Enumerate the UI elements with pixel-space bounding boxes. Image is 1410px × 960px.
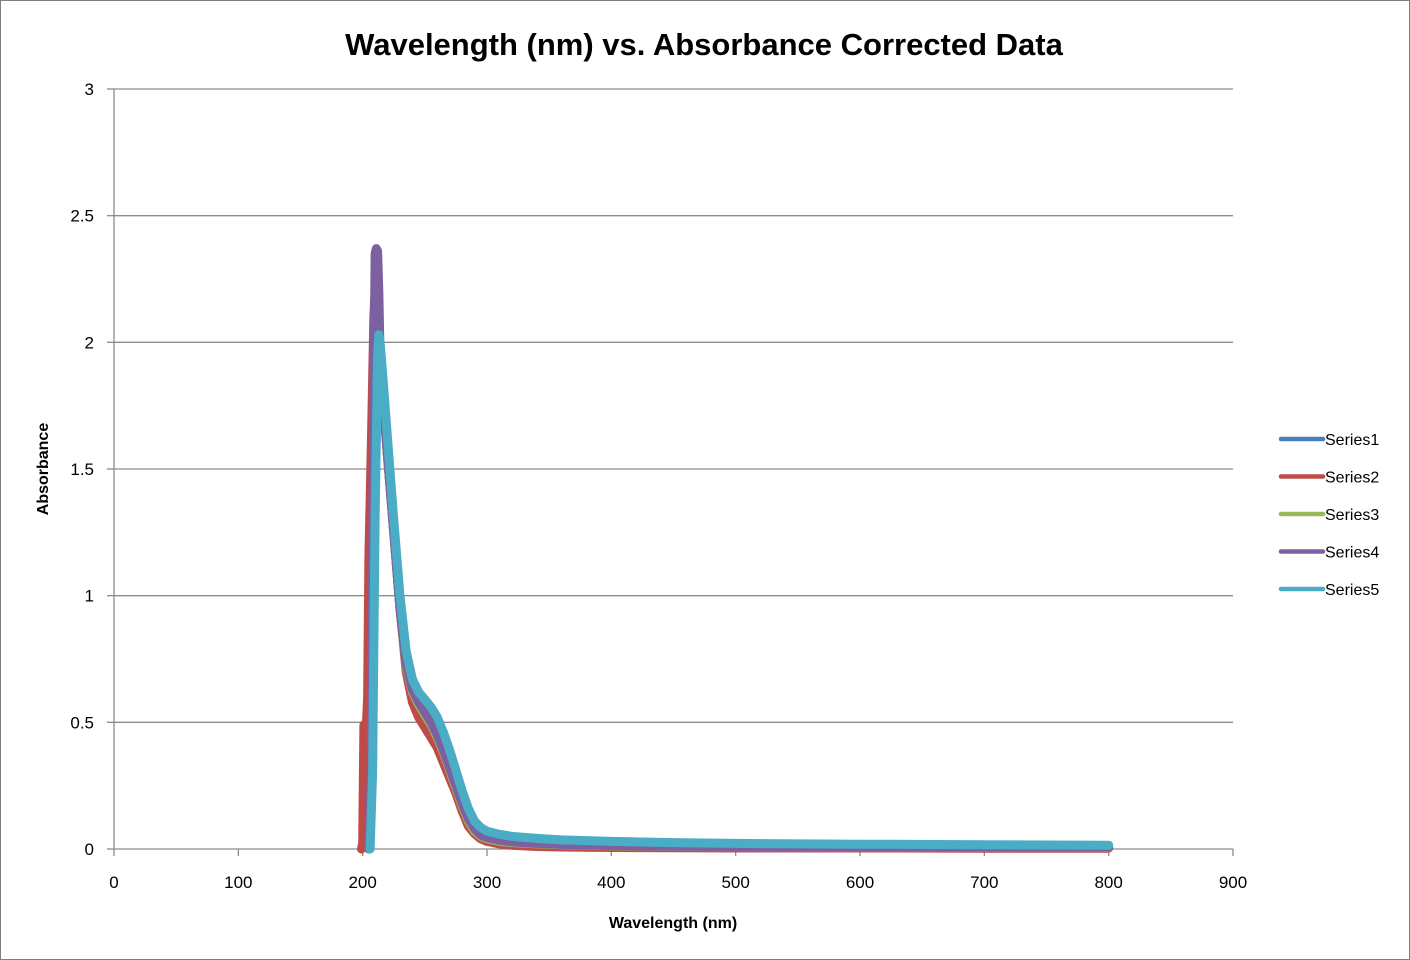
x-tick-label: 300 — [473, 873, 501, 892]
y-tick-label: 2 — [85, 333, 94, 352]
x-tick-labels: 0 100 200 300 400 500 600 700 800 900 — [109, 873, 1247, 892]
series-line-series4 — [364, 244, 1114, 854]
legend-label: Series2 — [1325, 470, 1379, 487]
y-tick-label: 0.5 — [70, 713, 94, 732]
x-tick-label: 600 — [846, 873, 874, 892]
y-axis-title: Absorbance — [35, 423, 52, 516]
x-tick-label: 200 — [348, 873, 376, 892]
legend-item-series3: Series3 — [1278, 507, 1379, 524]
x-tick-label: 500 — [721, 873, 749, 892]
legend-label: Series4 — [1325, 545, 1379, 562]
series-line-series5 — [365, 330, 1114, 854]
y-tick-label: 3 — [85, 80, 94, 99]
y-tick-label: 1.5 — [70, 460, 94, 479]
legend-label: Series3 — [1325, 507, 1379, 524]
legend-label: Series1 — [1325, 432, 1379, 449]
legend-item-series2: Series2 — [1278, 470, 1379, 487]
x-tick-label: 400 — [597, 873, 625, 892]
legend: Series1 Series2 Series3 Series4 Series5 — [1278, 432, 1379, 599]
chart-title: Wavelength (nm) vs. Absorbance Corrected… — [345, 27, 1064, 62]
x-axis-title: Wavelength (nm) — [609, 915, 737, 932]
axes — [107, 88, 1234, 856]
y-tick-label: 0 — [85, 840, 94, 859]
series-line-series1 — [364, 261, 1114, 854]
gridlines — [114, 88, 1233, 723]
x-tick-label: 100 — [224, 873, 252, 892]
x-tick-label: 700 — [970, 873, 998, 892]
series-lines — [356, 244, 1114, 854]
x-tick-label: 800 — [1094, 873, 1122, 892]
series-line-series2 — [356, 261, 1114, 854]
y-tick-label: 1 — [85, 587, 94, 606]
legend-item-series1: Series1 — [1278, 432, 1379, 449]
y-tick-label: 2.5 — [70, 207, 94, 226]
legend-label: Series5 — [1325, 582, 1379, 599]
series-line-series3 — [364, 261, 1114, 854]
legend-item-series5: Series5 — [1278, 582, 1379, 599]
x-tick-label: 900 — [1219, 873, 1247, 892]
y-tick-labels: 0 0.5 1 1.5 2 2.5 3 — [70, 80, 94, 859]
legend-item-series4: Series4 — [1278, 545, 1379, 562]
x-tick-label: 0 — [109, 873, 118, 892]
